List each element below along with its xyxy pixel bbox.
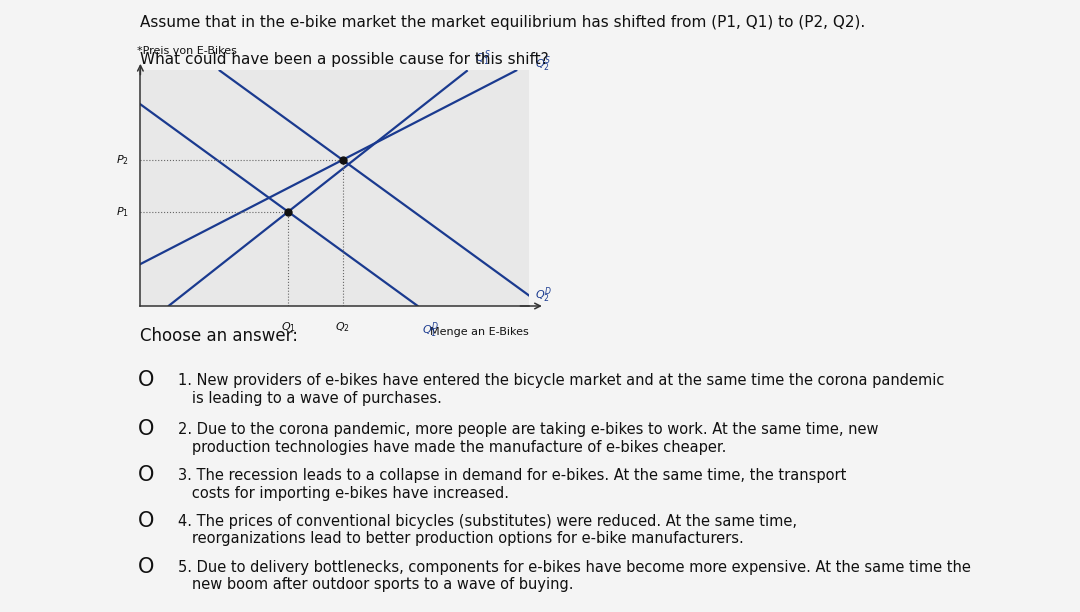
Text: 3. The recession leads to a collapse in demand for e-bikes. At the same time, th: 3. The recession leads to a collapse in … <box>178 468 847 501</box>
Text: $Q_2^D$: $Q_2^D$ <box>535 286 552 305</box>
Text: O: O <box>138 557 154 577</box>
Text: Choose an answer:: Choose an answer: <box>140 327 298 345</box>
Text: Assume that in the e-bike market the market equilibrium has shifted from (P1, Q1: Assume that in the e-bike market the mar… <box>140 15 866 31</box>
Text: O: O <box>138 465 154 485</box>
Text: $Q_1^S$: $Q_1^S$ <box>475 48 491 68</box>
Text: Menge an E-Bikes: Menge an E-Bikes <box>431 327 529 337</box>
Text: 2. Due to the corona pandemic, more people are taking e-bikes to work. At the sa: 2. Due to the corona pandemic, more peop… <box>178 422 879 455</box>
Text: $Q_1$: $Q_1$ <box>281 320 296 334</box>
Text: O: O <box>138 419 154 439</box>
Text: 1. New providers of e-bikes have entered the bicycle market and at the same time: 1. New providers of e-bikes have entered… <box>178 373 945 406</box>
Text: $Q_2$: $Q_2$ <box>335 320 350 334</box>
Text: 4. The prices of conventional bicycles (substitutes) were reduced. At the same t: 4. The prices of conventional bicycles (… <box>178 514 797 547</box>
Text: *Preis von E-Bikes: *Preis von E-Bikes <box>136 47 237 56</box>
Text: 5. Due to delivery bottlenecks, components for e-bikes have become more expensiv: 5. Due to delivery bottlenecks, componen… <box>178 560 971 592</box>
Text: $Q_2^S$: $Q_2^S$ <box>535 54 551 73</box>
Text: O: O <box>138 370 154 390</box>
Text: $Q_1^D$: $Q_1^D$ <box>421 320 438 340</box>
Text: O: O <box>138 511 154 531</box>
Text: $P_2$: $P_2$ <box>116 153 129 167</box>
Text: $P_1$: $P_1$ <box>116 205 129 218</box>
Text: What could have been a possible cause for this shift?: What could have been a possible cause fo… <box>140 52 549 67</box>
